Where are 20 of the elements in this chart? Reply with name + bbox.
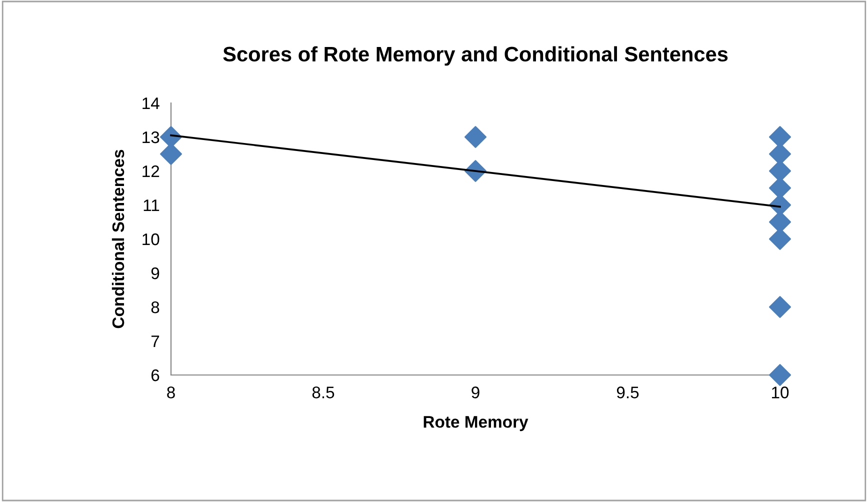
y-tick-label: 14 (142, 98, 160, 110)
x-tick-label: 9 (472, 386, 480, 398)
y-tick-label: 11 (144, 200, 160, 212)
y-tick-label: 13 (142, 131, 160, 144)
x-tick-label: 9.5 (616, 386, 639, 398)
y-axis-title: Conditional Sentences (112, 150, 124, 328)
x-tick-label: 8 (167, 386, 175, 398)
y-tick-label: 6 (151, 369, 160, 382)
y-tick-label: 8 (151, 301, 160, 314)
x-axis-title: Rote Memory (424, 416, 528, 432)
chart-title: Scores of Rote Memory and Conditional Sentences (223, 46, 728, 66)
point (464, 126, 486, 148)
point (769, 364, 791, 386)
y-tick-label: 12 (142, 165, 160, 178)
y-tick-label: 7 (151, 336, 160, 348)
x-tick-label: 8.5 (312, 386, 334, 398)
y-tick-label: 9 (151, 267, 160, 280)
x-tick-label: 10 (772, 386, 789, 398)
y-tick-label: 10 (142, 233, 160, 246)
point (769, 296, 791, 318)
